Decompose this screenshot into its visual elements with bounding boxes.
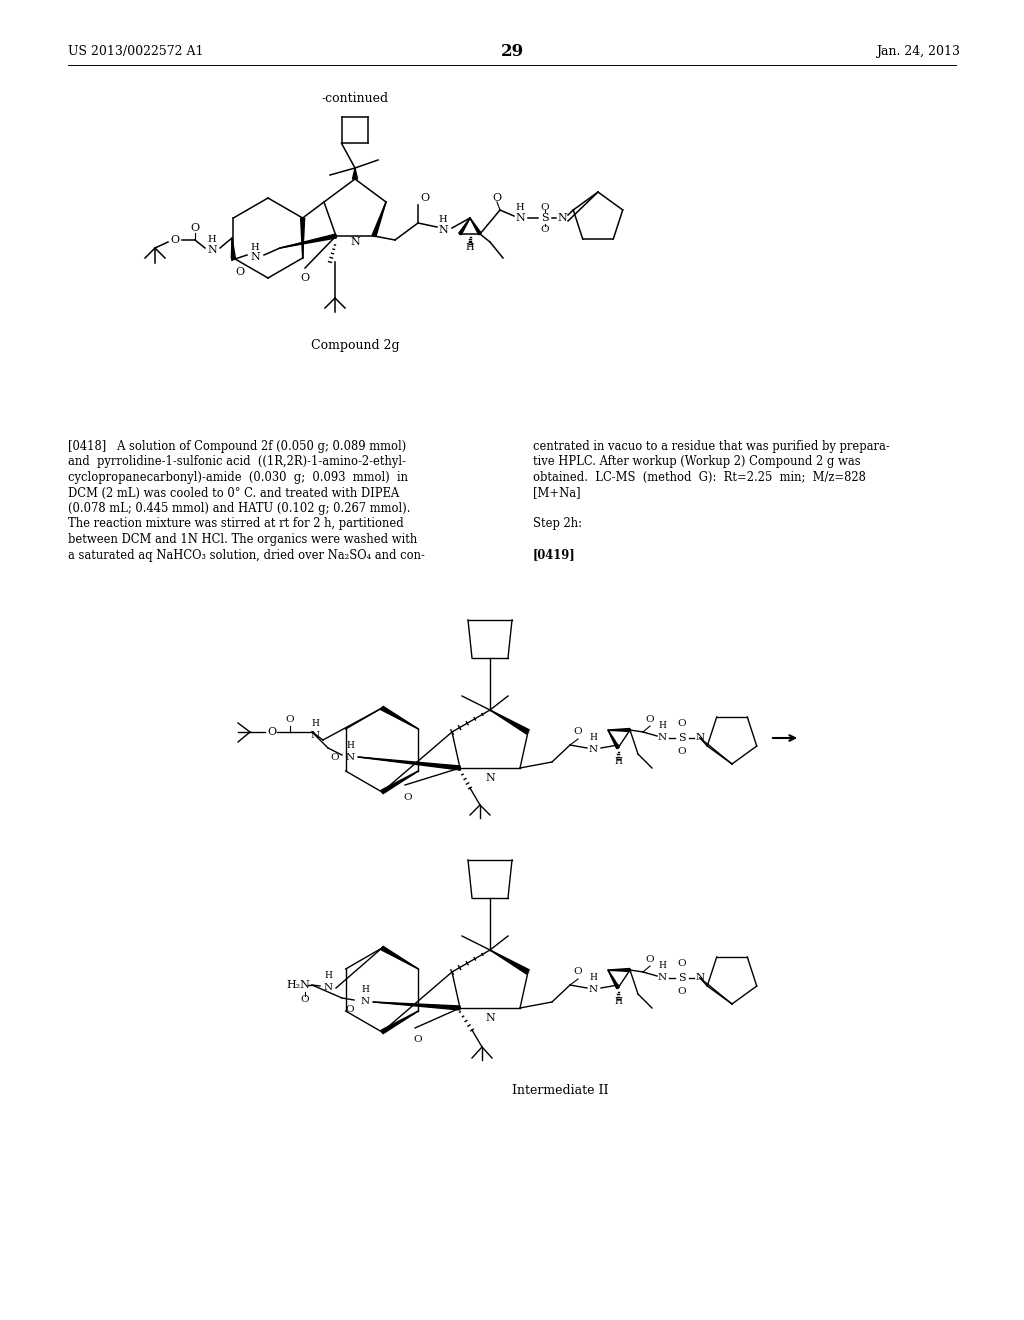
Text: cyclopropanecarbonyl)-amide  (0.030  g;  0.093  mmol)  in: cyclopropanecarbonyl)-amide (0.030 g; 0.… — [68, 471, 408, 484]
Text: O: O — [414, 1035, 422, 1044]
Text: between DCM and 1N HCl. The organics were washed with: between DCM and 1N HCl. The organics wer… — [68, 533, 417, 546]
Polygon shape — [372, 202, 386, 236]
Text: H: H — [361, 986, 369, 994]
Text: US 2013/0022572 A1: US 2013/0022572 A1 — [68, 45, 204, 58]
Text: N: N — [695, 974, 705, 982]
Text: Compound 2g: Compound 2g — [310, 338, 399, 351]
Text: O: O — [300, 273, 309, 282]
Polygon shape — [381, 771, 419, 793]
Text: N: N — [350, 238, 359, 247]
Polygon shape — [470, 218, 481, 235]
Text: a saturated aq NaHCO₃ solution, dried over Na₂SO₄ and con-: a saturated aq NaHCO₃ solution, dried ov… — [68, 549, 425, 561]
Text: H: H — [658, 722, 666, 730]
Text: N: N — [657, 974, 667, 982]
Text: O: O — [646, 715, 654, 725]
Text: S: S — [678, 973, 686, 983]
Text: Jan. 24, 2013: Jan. 24, 2013 — [876, 45, 961, 58]
Text: DCM (2 mL) was cooled to 0° C. and treated with DIPEA: DCM (2 mL) was cooled to 0° C. and treat… — [68, 487, 399, 499]
Text: H: H — [324, 972, 332, 981]
Text: The reaction mixture was stirred at rt for 2 h, partitioned: The reaction mixture was stirred at rt f… — [68, 517, 403, 531]
Text: O: O — [286, 715, 294, 725]
Text: H: H — [614, 998, 622, 1006]
Polygon shape — [358, 756, 460, 770]
Text: O: O — [267, 727, 276, 737]
Text: N: N — [207, 246, 217, 255]
Text: S: S — [542, 213, 549, 223]
Text: N: N — [438, 224, 447, 235]
Text: O: O — [421, 193, 429, 203]
Polygon shape — [608, 730, 620, 748]
Text: and  pyrrolidine-1-sulfonic acid  ((1R,2R)-1-amino-2-ethyl-: and pyrrolidine-1-sulfonic acid ((1R,2R)… — [68, 455, 406, 469]
Text: H: H — [658, 961, 666, 970]
Text: H: H — [208, 235, 216, 244]
Text: H: H — [466, 243, 474, 252]
Text: O: O — [346, 1006, 354, 1015]
Polygon shape — [459, 218, 470, 235]
Text: H₂N: H₂N — [286, 979, 310, 990]
Text: N: N — [695, 734, 705, 742]
Text: O: O — [236, 267, 245, 277]
Polygon shape — [301, 218, 305, 257]
Text: N: N — [589, 746, 598, 755]
Text: O: O — [493, 193, 502, 203]
Text: O: O — [541, 224, 549, 234]
Text: N: N — [345, 752, 354, 762]
Text: O: O — [541, 202, 549, 211]
Text: [0418]   A solution of Compound 2f (0.050 g; 0.089 mmol): [0418] A solution of Compound 2f (0.050 … — [68, 440, 407, 453]
Text: (0.078 mL; 0.445 mmol) and HATU (0.102 g; 0.267 mmol).: (0.078 mL; 0.445 mmol) and HATU (0.102 g… — [68, 502, 411, 515]
Text: N: N — [485, 774, 495, 783]
Text: H: H — [311, 719, 318, 729]
Text: H: H — [589, 734, 597, 742]
Text: N: N — [310, 731, 319, 741]
Text: Step 2h:: Step 2h: — [534, 517, 582, 531]
Text: H: H — [516, 203, 524, 213]
Polygon shape — [373, 1002, 460, 1010]
Text: centrated in vacuo to a residue that was purified by prepara-: centrated in vacuo to a residue that was… — [534, 440, 890, 453]
Text: N: N — [657, 734, 667, 742]
Polygon shape — [231, 238, 236, 259]
Polygon shape — [608, 729, 630, 731]
Text: -continued: -continued — [322, 91, 388, 104]
Text: N: N — [360, 998, 370, 1006]
Text: N: N — [250, 252, 260, 261]
Text: H: H — [614, 758, 622, 767]
Polygon shape — [381, 1011, 419, 1034]
Text: N: N — [589, 986, 598, 994]
Text: O: O — [678, 987, 686, 997]
Polygon shape — [381, 706, 419, 729]
Text: H: H — [346, 741, 354, 750]
Polygon shape — [352, 168, 357, 180]
Text: tive HPLC. After workup (Workup 2) Compound 2 g was: tive HPLC. After workup (Workup 2) Compo… — [534, 455, 860, 469]
Text: O: O — [170, 235, 179, 246]
Text: O: O — [403, 793, 413, 803]
Text: O: O — [678, 747, 686, 756]
Text: 29: 29 — [501, 44, 523, 61]
Text: O: O — [301, 995, 309, 1005]
Text: O: O — [190, 223, 200, 234]
Text: [0419]: [0419] — [534, 549, 575, 561]
Text: O: O — [331, 754, 339, 763]
Text: H: H — [589, 974, 597, 982]
Text: O: O — [573, 968, 583, 977]
Polygon shape — [608, 970, 620, 989]
Text: O: O — [646, 956, 654, 965]
Text: H: H — [251, 243, 259, 252]
Text: Intermediate II: Intermediate II — [512, 1084, 608, 1097]
Polygon shape — [490, 950, 529, 974]
Text: O: O — [678, 719, 686, 729]
Text: S: S — [678, 733, 686, 743]
Text: N: N — [557, 213, 567, 223]
Text: [M+Na]: [M+Na] — [534, 487, 581, 499]
Text: obtained.  LC-MS  (method  G):  Rt=2.25  min;  M/z=828: obtained. LC-MS (method G): Rt=2.25 min;… — [534, 471, 866, 484]
Polygon shape — [490, 710, 529, 734]
Text: H: H — [438, 215, 447, 224]
Polygon shape — [608, 969, 630, 972]
Polygon shape — [381, 946, 419, 969]
Text: N: N — [324, 983, 333, 993]
Text: N: N — [485, 1012, 495, 1023]
Text: O: O — [573, 727, 583, 737]
Text: N: N — [515, 213, 525, 223]
Text: O: O — [678, 960, 686, 969]
Polygon shape — [280, 234, 337, 248]
